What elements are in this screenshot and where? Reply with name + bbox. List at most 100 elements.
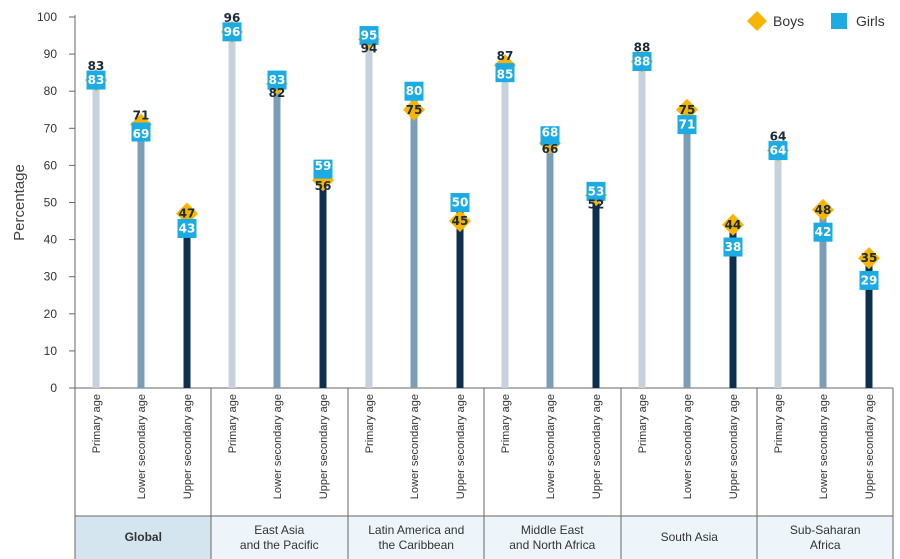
region-highlight-bg	[75, 516, 212, 559]
girls-square-marker	[404, 81, 424, 101]
girls-value-label: 50	[452, 196, 469, 210]
girls-square-marker	[586, 181, 606, 201]
bar-lower-secondary-age	[683, 109, 691, 388]
boys-value-label: 64	[770, 130, 787, 144]
girls-square-marker	[222, 22, 242, 42]
girls-value-label: 69	[133, 127, 150, 141]
boys-value-label: 47	[179, 207, 196, 221]
age-group-label: Lower secondary age	[545, 394, 557, 499]
region-bg	[484, 516, 621, 559]
bar-primary-age	[501, 65, 509, 388]
boys-diamond-marker	[722, 213, 744, 236]
bar-primary-age	[228, 31, 236, 389]
girls-value-label: 53	[588, 184, 605, 198]
boys-value-label: 94	[361, 42, 378, 56]
girls-value-label: 68	[542, 126, 559, 140]
girls-square-marker	[723, 237, 743, 257]
girls-value-label: 83	[269, 73, 286, 87]
region-label: East Asia	[254, 523, 304, 537]
girls-square-marker	[450, 193, 470, 212]
bar-upper-secondary-age	[865, 258, 873, 388]
boys-value-label: 48	[815, 203, 832, 217]
girls-square-marker	[131, 122, 151, 142]
bar-primary-age	[92, 80, 100, 388]
age-group-label: Upper secondary age	[864, 394, 876, 499]
age-group-label: Primary age	[773, 394, 785, 453]
girls-value-label: 95	[361, 29, 378, 43]
girls-value-label: 88	[634, 55, 651, 69]
boys-value-label: 52	[588, 197, 605, 211]
bar-lower-secondary-age	[546, 135, 554, 388]
girls-square-marker	[313, 159, 333, 179]
age-group-label: Primary age	[364, 394, 376, 453]
y-tick-label: 50	[44, 196, 58, 210]
boys-value-label: 87	[497, 49, 514, 63]
girls-square-marker	[177, 218, 197, 238]
girls-square-marker	[267, 70, 287, 90]
age-group-label: Lower secondary age	[818, 394, 830, 499]
age-group-label: Primary age	[500, 394, 512, 453]
region-label: Middle East	[521, 523, 584, 537]
y-tick-label: 70	[44, 121, 58, 135]
y-tick-label: 10	[44, 344, 58, 358]
girls-value-label: 42	[815, 225, 832, 239]
region-label: the Caribbean	[379, 538, 454, 552]
boys-value-label: 71	[133, 109, 150, 123]
region-label: South Asia	[661, 530, 719, 544]
boys-value-label: 75	[406, 103, 423, 117]
age-group-label: Lower secondary age	[136, 394, 148, 499]
girls-square-marker	[677, 115, 697, 135]
girls-value-label: 38	[725, 240, 742, 254]
bar-primary-age	[774, 150, 782, 388]
age-group-label: Upper secondary age	[182, 394, 194, 499]
legend-boys-icon	[747, 11, 767, 31]
y-tick-label: 80	[44, 84, 58, 98]
girls-value-label: 43	[179, 221, 196, 235]
boys-value-label: 82	[269, 86, 286, 100]
girls-value-label: 80	[406, 84, 423, 98]
boys-diamond-marker	[449, 210, 471, 233]
region-label: and the Pacific	[240, 538, 319, 552]
y-tick-label: 60	[44, 158, 58, 172]
age-group-label: Lower secondary age	[682, 394, 694, 499]
age-group-label: Upper secondary age	[455, 394, 467, 499]
age-group-label: Primary age	[91, 394, 103, 453]
girls-square-marker	[540, 126, 560, 146]
girls-value-label: 59	[315, 159, 332, 173]
girls-value-label: 85	[497, 68, 514, 82]
girls-square-marker	[359, 26, 379, 46]
girls-square-marker	[86, 70, 106, 90]
boys-value-label: 44	[725, 218, 742, 232]
region-label: Sub-Saharan	[790, 523, 861, 537]
y-tick-label: 0	[50, 381, 57, 395]
legend-boys-label: Boys	[773, 13, 804, 29]
boys-value-label: 88	[634, 41, 651, 55]
girls-square-marker	[768, 141, 788, 161]
age-group-label: Upper secondary age	[728, 394, 740, 499]
age-group-label: Upper secondary age	[318, 394, 330, 499]
girls-value-label: 71	[679, 118, 696, 132]
girls-square-marker	[495, 63, 515, 83]
age-group-label: Primary age	[227, 394, 239, 453]
boys-diamond-marker	[858, 247, 880, 270]
girls-square-marker	[632, 52, 652, 72]
age-group-label: Lower secondary age	[409, 394, 421, 499]
age-group-label: Primary age	[637, 394, 649, 453]
legend-girls-icon	[831, 13, 847, 29]
bar-primary-age	[638, 61, 646, 389]
boys-value-label: 35	[861, 251, 878, 265]
bar-upper-secondary-age	[592, 191, 600, 388]
age-group-label: Upper secondary age	[591, 394, 603, 499]
y-axis-label: Percentage	[11, 164, 28, 241]
girls-square-marker	[813, 222, 833, 242]
boys-value-label: 83	[88, 59, 105, 73]
girls-square-marker	[859, 270, 879, 290]
boys-value-label: 96	[224, 11, 241, 25]
y-tick-label: 30	[44, 270, 58, 284]
region-label: and North Africa	[509, 538, 595, 552]
region-bg	[757, 516, 894, 559]
y-tick-label: 40	[44, 233, 58, 247]
boys-value-label: 66	[542, 142, 559, 156]
region-bg	[211, 516, 348, 559]
